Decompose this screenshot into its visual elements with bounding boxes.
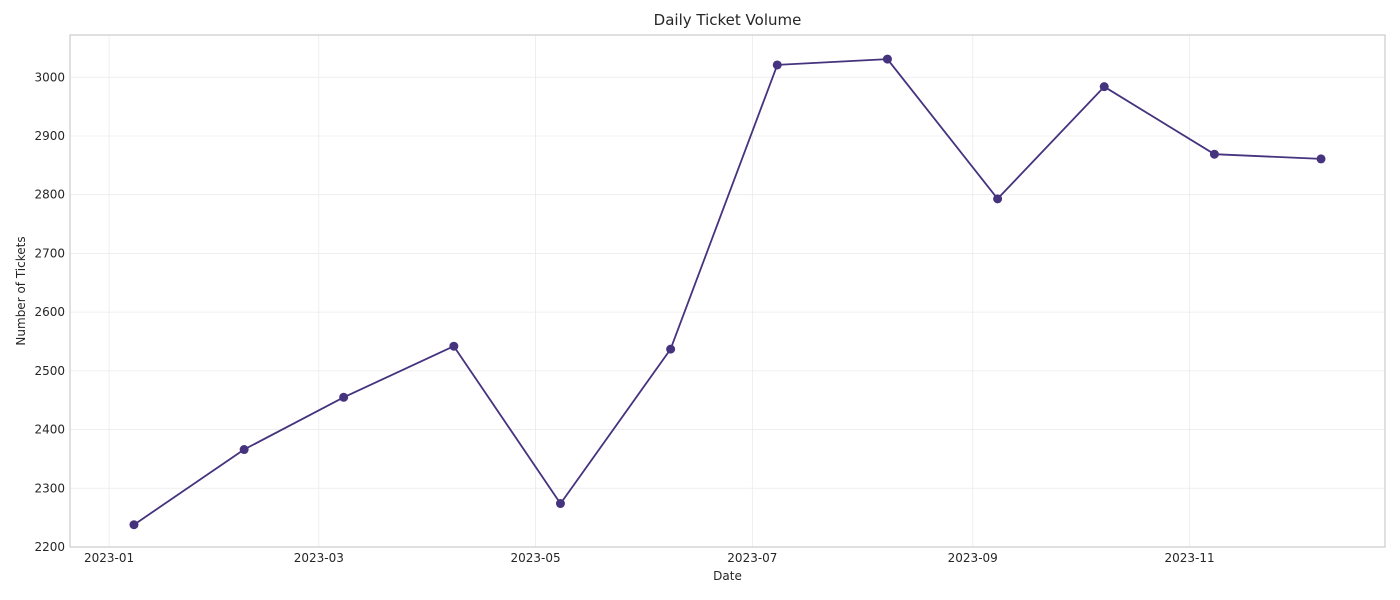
y-tick-label: 2500: [34, 364, 65, 378]
data-point: [1209, 149, 1219, 159]
x-tick-label: 2023-05: [511, 551, 561, 565]
y-tick-label: 2800: [34, 188, 65, 202]
x-tick-label: 2023-01: [84, 551, 134, 565]
x-tick-label: 2023-03: [294, 551, 344, 565]
y-axis-label: Number of Tickets: [14, 236, 28, 346]
data-point: [772, 60, 782, 70]
y-tick-label: 2300: [34, 481, 65, 495]
x-tick-label: 2023-09: [948, 551, 998, 565]
y-tick-label: 3000: [34, 70, 65, 84]
y-tick-label: 2700: [34, 246, 65, 260]
data-point: [339, 392, 349, 402]
data-point: [882, 54, 892, 64]
data-point: [239, 445, 249, 455]
chart-title: Daily Ticket Volume: [653, 11, 802, 29]
x-tick-label: 2023-11: [1164, 551, 1214, 565]
y-tick-label: 2200: [34, 540, 65, 554]
data-point: [1316, 154, 1326, 164]
x-axis-label: Date: [713, 569, 742, 583]
y-tick-label: 2600: [34, 305, 65, 319]
data-point: [449, 341, 459, 351]
data-point: [555, 499, 565, 509]
series-line: [133, 58, 1322, 526]
data-point: [1099, 82, 1109, 92]
y-tick-label: 2400: [34, 423, 65, 437]
data-point: [129, 520, 139, 530]
data-point: [993, 194, 1003, 204]
x-tick-label: 2023-07: [727, 551, 777, 565]
plot-frame: [69, 34, 1386, 548]
y-tick-label: 2900: [34, 129, 65, 143]
data-point: [666, 344, 676, 354]
